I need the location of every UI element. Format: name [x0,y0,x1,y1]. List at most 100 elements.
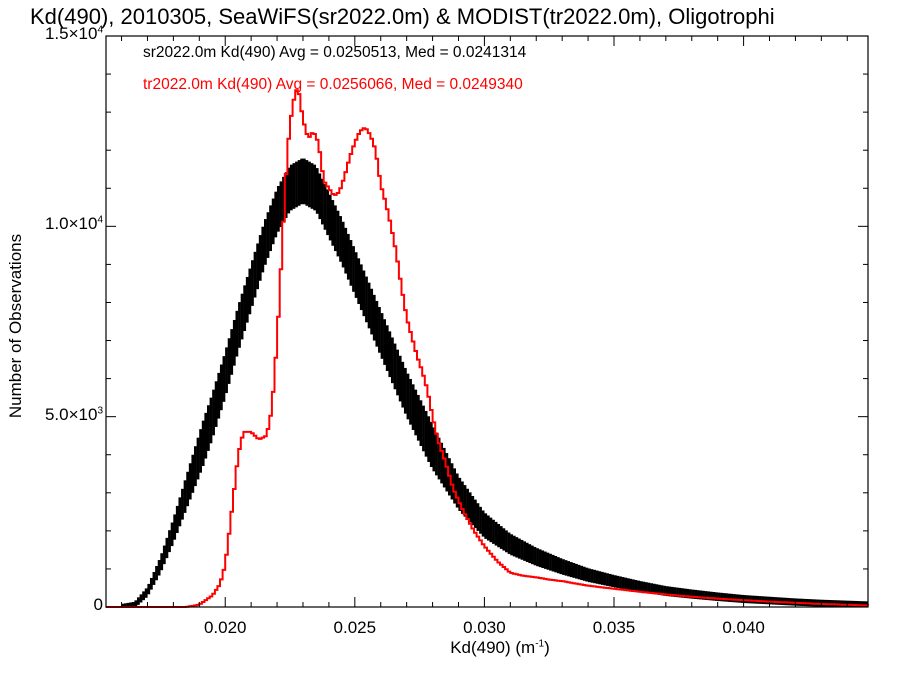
black-series-bar [517,538,521,559]
black-series-bar [699,590,703,600]
black-series-bar [857,601,861,607]
black-series-bar [126,602,130,607]
black-series-bar [481,510,485,537]
black-series-bar [564,560,568,576]
black-series-bar [142,591,145,601]
black-series-bar [323,184,327,230]
black-series-bar [251,260,254,306]
legend-entry-sr2022: sr2022.0m Kd(490) Avg = 0.0250513, Med =… [143,44,527,61]
black-series-bar [206,405,210,451]
black-series-bar [165,537,169,559]
black-series-bar [445,453,449,492]
black-series-bar [486,515,490,541]
black-series-bar [256,243,260,290]
black-series-bar [238,302,241,348]
black-series-bar [173,514,177,540]
black-series-bar [274,191,278,238]
black-series-bar [448,458,451,496]
black-series-bar [541,550,545,569]
black-series-bar [453,468,457,504]
black-series-bar [240,293,244,340]
black-series-bar [497,524,501,548]
black-series-bar [761,596,765,605]
black-series-bar [468,492,472,523]
black-series-bar [401,361,405,408]
legend-entry-tr2022: tr2022.0m Kd(490) Avg = 0.0256066, Med =… [143,76,523,93]
black-series-bar [460,481,464,514]
black-series-bar [696,590,700,600]
black-series-bar [616,575,620,588]
black-series-bar [326,189,330,236]
black-series-bar [748,595,752,604]
black-series-bar [136,597,140,605]
y-tick-label: 1.0×104 [45,214,103,234]
black-series-bar [385,325,389,371]
black-series-bar [585,567,589,582]
black-series-bar [689,589,692,599]
black-series-bar [152,571,156,585]
black-series-bar [619,576,622,589]
black-series-bar [751,595,755,604]
black-series-bar [549,553,552,571]
black-series-bar [336,210,340,257]
chart-title: Kd(490), 2010305, SeaWiFS(sr2022.0m) & M… [30,4,775,29]
black-series-bar [455,473,459,508]
black-series-bar [409,378,412,425]
black-series-bar [676,587,679,598]
black-series-bar [764,596,768,605]
black-series-bar [673,587,677,597]
y-tick-mantissa: 1.5×10 [44,24,98,43]
black-series-bar [201,420,205,467]
black-series-bar [702,590,705,600]
black-series-bar [300,158,304,205]
black-series-bar [147,583,151,595]
x-tick-label: 0.035 [593,618,636,637]
black-series-bar [217,372,221,419]
black-series-bar [188,463,192,500]
black-series-bar [753,595,757,604]
black-series-bar [606,573,609,586]
black-series-bar [313,164,317,211]
black-series-bar [528,544,532,564]
black-series-bar [378,307,381,353]
black-series-bar [862,601,866,607]
black-series-bar [572,562,576,578]
black-series-bar [219,364,223,411]
black-series-bar [567,561,571,577]
black-series-bar [577,564,581,580]
y-tick-exponent: 4 [97,24,103,36]
y-tick-exponent: 4 [97,214,103,226]
black-series-bar [484,513,488,539]
black-series-bar [422,405,425,452]
black-series-bar [657,584,661,595]
black-series-bar [771,596,775,605]
x-axis-label-exponent: -1 [535,638,545,650]
black-series-bar [155,566,158,581]
black-series-bar [663,585,666,596]
black-series-bar [419,400,423,446]
black-series-bar [162,545,166,565]
black-series-bar [769,596,773,605]
black-series-bar [292,163,296,209]
black-series-bar [492,519,495,544]
black-series-bar [129,602,133,607]
black-series-bar [406,373,410,420]
black-series-bar [199,429,203,473]
black-series-bar [149,577,153,590]
black-series-bar [414,389,418,436]
black-series-bar [538,549,542,568]
black-series-bar [743,595,747,604]
black-series-bar [608,573,612,587]
black-series-bar [372,294,376,341]
black-series-bar [642,581,646,593]
black-series-bar [515,537,519,558]
black-series-bar [681,588,685,598]
black-series-bar [554,555,558,573]
black-series-bar [403,367,407,414]
black-series-bar [691,589,695,599]
black-series-bar [668,586,672,597]
black-series-bar [349,240,353,286]
black-series-bar [388,331,392,378]
black-series-bar [308,161,311,208]
black-series-bar [637,580,641,592]
